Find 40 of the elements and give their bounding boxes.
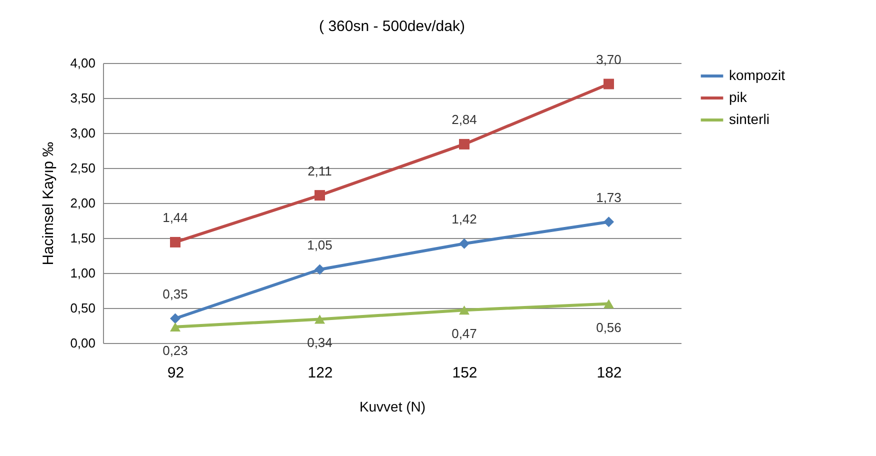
y-tick-label: 2,00 xyxy=(70,196,96,210)
y-tick-label: 3,00 xyxy=(70,126,96,140)
data-label: 1,44 xyxy=(162,210,188,226)
data-label: 2,84 xyxy=(452,112,477,128)
point xyxy=(170,322,180,332)
point xyxy=(170,236,180,248)
point xyxy=(459,238,470,249)
data-label: 1,42 xyxy=(452,212,477,227)
x-tick-label: 92 xyxy=(167,364,184,382)
chart-title: ( 360sn - 500dev/dak) xyxy=(319,18,465,35)
point xyxy=(314,190,325,201)
point xyxy=(604,78,614,90)
x-tick-label: 152 xyxy=(452,364,478,382)
point xyxy=(459,138,470,150)
data-label: 1,05 xyxy=(307,238,332,252)
legend-label: kompozit xyxy=(729,67,786,83)
data-label: 0,35 xyxy=(162,286,188,302)
point xyxy=(314,314,325,324)
point xyxy=(314,264,325,275)
data-label: 1,73 xyxy=(596,190,622,205)
x-tick-label: 182 xyxy=(596,364,622,382)
data-label: 0,47 xyxy=(452,326,477,342)
y-tick-label: 0,50 xyxy=(70,300,96,316)
legend-label: pik xyxy=(729,89,748,105)
y-tick-label: 4,00 xyxy=(70,56,96,70)
x-tick-label: 122 xyxy=(308,364,333,382)
y-tick-label: 3,50 xyxy=(70,90,96,106)
y-axis-title: Hacimsel Kayıp ‰ xyxy=(40,142,58,266)
y-tick-label: 1,50 xyxy=(70,230,96,246)
legend-label: sinterli xyxy=(729,111,770,127)
point xyxy=(170,313,180,324)
point xyxy=(604,216,614,228)
data-label: 0,56 xyxy=(596,320,622,335)
y-tick-label: 1,00 xyxy=(70,266,96,280)
y-tick-label: 0,00 xyxy=(70,336,96,350)
y-tick-label: 2,50 xyxy=(70,160,96,176)
point xyxy=(459,306,470,315)
x-axis-title: Kuvvet (N) xyxy=(359,398,426,414)
data-label: 0,23 xyxy=(162,342,188,358)
point xyxy=(604,299,614,308)
